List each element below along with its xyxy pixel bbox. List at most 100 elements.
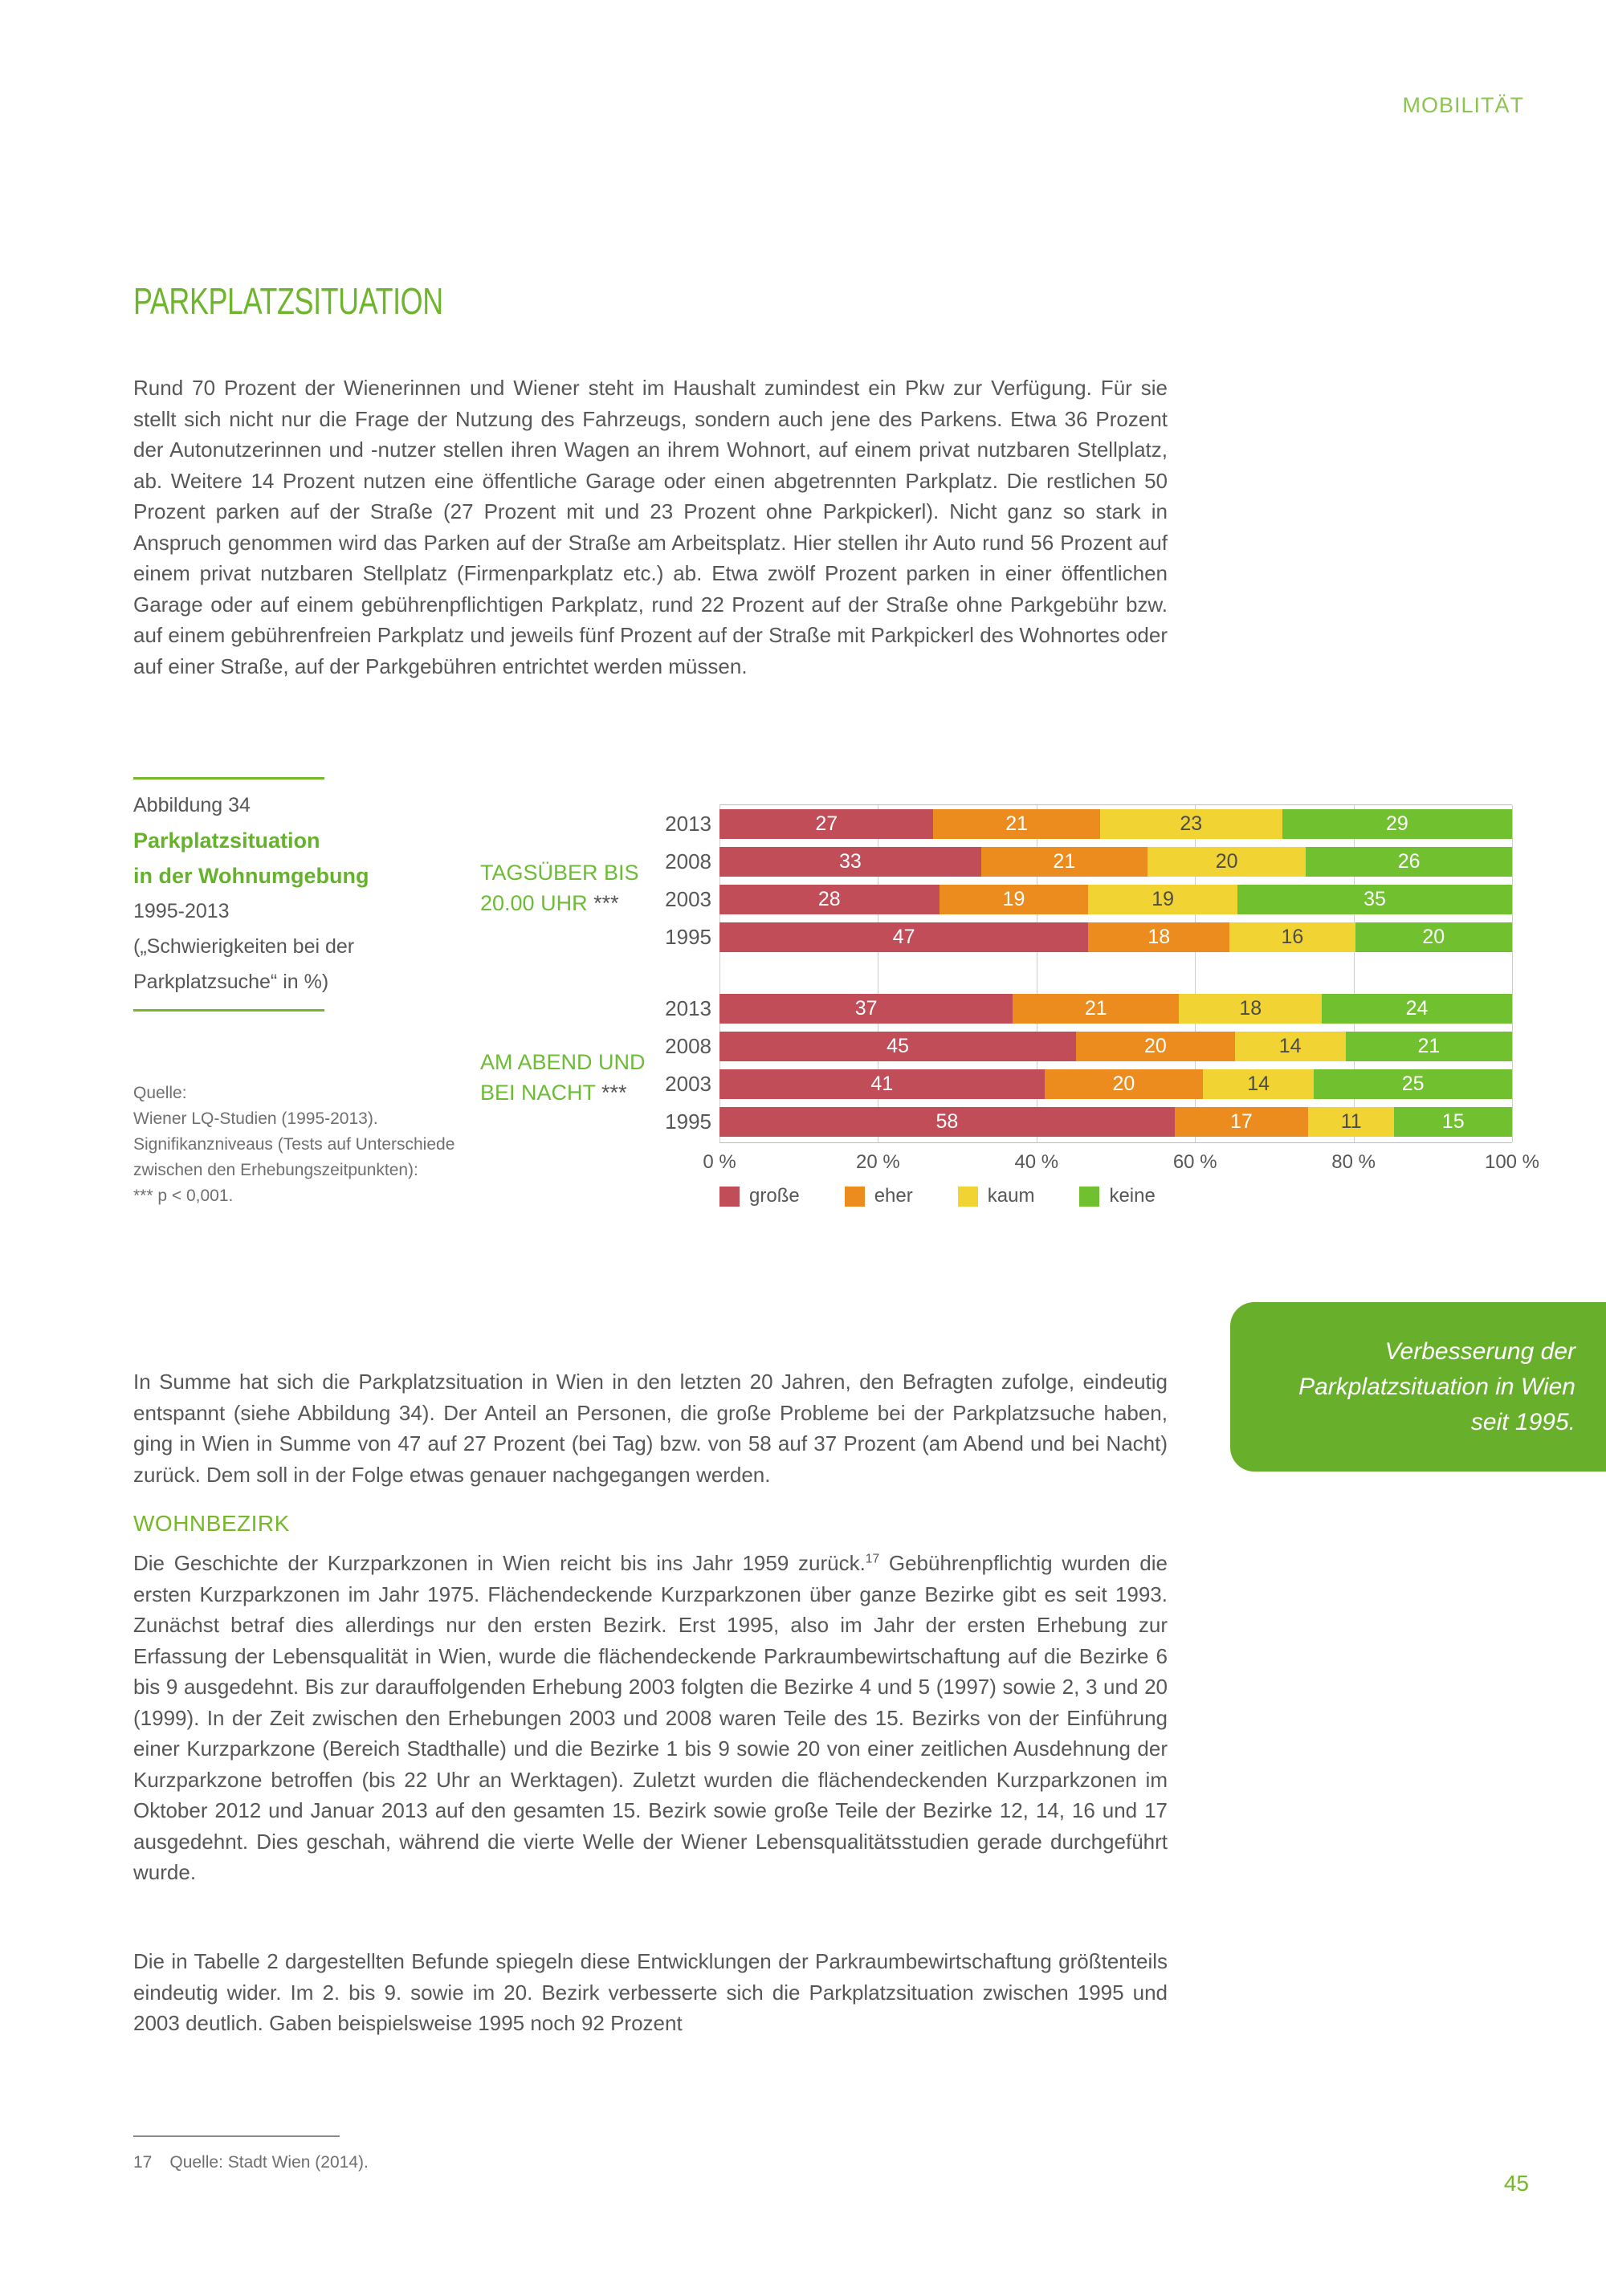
legend-item-eher: eher	[844, 1185, 913, 1207]
bar-value-label: 24	[1405, 997, 1429, 1020]
bar-segment-große: 41	[719, 1069, 1045, 1099]
bar-value-label: 21	[1084, 997, 1107, 1020]
bar-segment-kaum: 11	[1307, 1107, 1395, 1137]
figure-title-line2: in der Wohnumgebung	[133, 864, 369, 888]
bar-segment-große: 33	[719, 847, 981, 877]
bar-segment-kaum: 14	[1234, 1032, 1346, 1061]
bar-value-label: 15	[1441, 1110, 1465, 1133]
section-heading-wohnbezirk: WOHNBEZIRK	[133, 1511, 290, 1536]
chart-bar-row: 1995 58 17 11 15	[658, 1107, 1512, 1137]
chart-bar-track: 45 20 14 21	[719, 1032, 1513, 1061]
source-line: *** p < 0,001.	[133, 1187, 234, 1205]
bar-value-label: 58	[935, 1110, 959, 1133]
chart-year-label: 1995	[665, 1109, 711, 1134]
bar-value-label: 21	[1005, 812, 1029, 835]
chart-bar-track: 27 21 23 29	[719, 809, 1512, 839]
bar-segment-eher: 21	[933, 809, 1100, 839]
bar-segment-eher: 20	[1076, 1032, 1235, 1061]
legend-swatch	[1079, 1186, 1100, 1207]
group-label-line2: 20.00 UHR ***	[480, 891, 619, 915]
bar-value-label: 11	[1340, 1110, 1362, 1133]
bar-segment-große: 58	[719, 1107, 1175, 1137]
bar-value-label: 14	[1278, 1035, 1302, 1057]
bar-value-label: 23	[1180, 812, 1203, 835]
x-axis-tick-label: 60 %	[1172, 1151, 1217, 1173]
group-label-line2: BEI NACHT ***	[480, 1081, 627, 1105]
bar-value-label: 20	[1422, 926, 1445, 948]
bar-value-label: 26	[1397, 850, 1421, 873]
bar-segment-kaum: 16	[1229, 922, 1355, 952]
tabelle2-paragraph: Die in Tabelle 2 dargestellten Befunde s…	[133, 1949, 1168, 2035]
chart-plot-grid	[719, 804, 1513, 1143]
legend-item-kaum: kaum	[957, 1185, 1034, 1207]
legend-swatch	[957, 1186, 978, 1207]
chart-gridline	[1195, 805, 1196, 1142]
chart-bar-track: 37 21 18 24	[719, 994, 1512, 1024]
page-number: 45	[1503, 2171, 1529, 2196]
figure-subtitle-line2: („Schwierigkeiten bei der	[133, 935, 355, 958]
chart-group-label: TAGSÜBER BIS 20.00 UHR ***	[480, 857, 652, 918]
legend-item-große: große	[719, 1185, 800, 1207]
group-label-line1: AM ABEND UND	[480, 1050, 646, 1074]
chart-bar-row: 2003 28 19 19 35	[658, 885, 1512, 914]
source-line: Quelle:	[133, 1084, 187, 1102]
bar-value-label: 35	[1363, 888, 1386, 910]
figure-title-line1: Parkplatzsituation	[133, 828, 320, 853]
bar-segment-eher: 17	[1174, 1107, 1308, 1137]
legend-item-keine: keine	[1079, 1185, 1156, 1207]
chart-group-gap	[658, 960, 1512, 994]
chart-bar-track: 33 21 20 26	[719, 847, 1512, 877]
footnote-reference: 17	[865, 1552, 880, 1566]
bar-segment-eher: 21	[980, 847, 1147, 877]
x-axis: 0 % 20 % 40 % 60 % 80 % 100 %	[703, 1151, 1539, 1177]
legend-swatch	[719, 1186, 740, 1207]
bar-value-label: 19	[1002, 888, 1025, 910]
page-title: PARKPLATZSITUATION	[133, 280, 443, 322]
bar-value-label: 41	[870, 1073, 894, 1095]
bar-segment-eher: 19	[939, 885, 1089, 914]
chart-year-label: 2013	[665, 812, 711, 836]
group-label-line1: TAGSÜBER BIS	[480, 861, 639, 885]
bar-segment-keine: 21	[1345, 1032, 1513, 1061]
bar-value-label: 20	[1215, 850, 1238, 873]
chart-bar-track: 47 18 16 20	[719, 922, 1513, 952]
bar-segment-keine: 29	[1282, 809, 1512, 839]
chart-year-label: 2013	[665, 996, 711, 1020]
legend-label: keine	[1109, 1185, 1156, 1207]
chart-gridline	[1512, 805, 1513, 1142]
chart-year-label: 2003	[665, 887, 711, 911]
figure-caption: Abbildung 34 Parkplatzsituation in der W…	[133, 777, 406, 1012]
bar-segment-keine: 15	[1394, 1107, 1512, 1137]
bar-segment-keine: 25	[1314, 1069, 1513, 1099]
bar-segment-große: 45	[719, 1032, 1077, 1061]
chart-gridline	[719, 805, 720, 1142]
source-line: Signifikanzniveaus (Tests auf Unterschie…	[133, 1135, 455, 1154]
chart-group-label: AM ABEND UND BEI NACHT ***	[480, 1047, 652, 1108]
figure-label: Abbildung 34	[133, 794, 251, 816]
bar-value-label: 14	[1247, 1073, 1270, 1095]
chart-year-label: 2008	[665, 849, 711, 873]
chart-gridline	[1353, 805, 1355, 1142]
bar-segment-eher: 18	[1088, 922, 1230, 952]
bar-segment-große: 47	[719, 922, 1089, 952]
chapter-header: MOBILITÄT	[1402, 93, 1524, 117]
bar-value-label: 29	[1385, 812, 1408, 835]
intro-paragraph: Rund 70 Prozent der Wienerinnen und Wien…	[133, 376, 1168, 678]
source-line: Wiener LQ-Studien (1995-2013).	[133, 1109, 378, 1128]
chart-bar-track: 28 19 19 35	[719, 885, 1512, 914]
significance-stars: ***	[593, 891, 619, 915]
legend-swatch	[844, 1186, 865, 1207]
bar-value-label: 19	[1152, 888, 1175, 910]
bar-segment-kaum: 23	[1099, 809, 1282, 839]
x-axis-tick-label: 20 %	[856, 1151, 900, 1173]
bar-value-label: 17	[1229, 1110, 1253, 1133]
bar-segment-eher: 21	[1013, 994, 1180, 1024]
chart-bar-row: 2008 45 20 14 21	[658, 1032, 1513, 1061]
bar-segment-kaum: 19	[1088, 885, 1237, 914]
chart-rows: 2013 27 21 23 29 2008 33 21 20 26 2003 28 19 19 35 1995…	[658, 804, 1513, 1137]
chart-bar-row: 1995 47 18 16 20	[658, 922, 1513, 952]
bar-value-label: 28	[817, 888, 841, 910]
chart-bar-row: 2013 27 21 23 29	[658, 809, 1512, 839]
figure-rule-bottom	[133, 1009, 324, 1012]
